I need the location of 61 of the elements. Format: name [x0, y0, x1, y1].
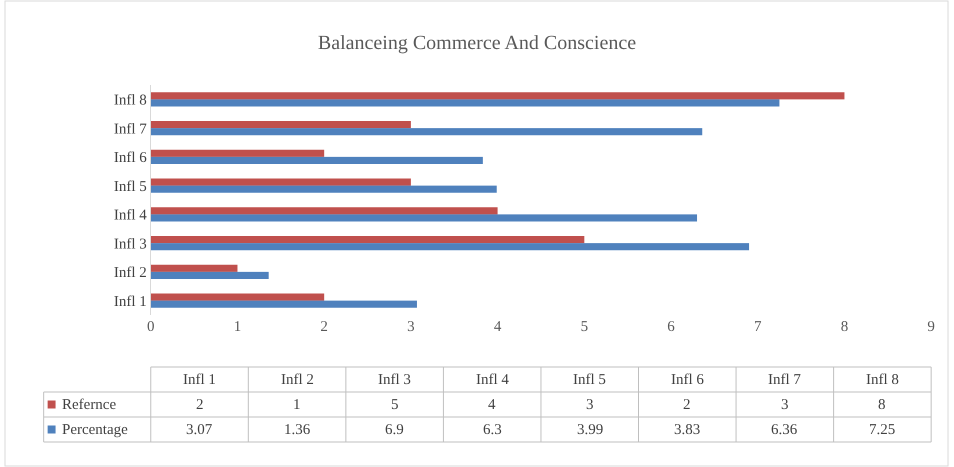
data-label: 2 [196, 397, 204, 413]
x-tick-label: 9 [927, 319, 935, 335]
data-label: 6.3 [483, 422, 502, 438]
y-tick-label: Infl 5 [114, 178, 147, 195]
data-label: 6.9 [385, 422, 404, 438]
x-tick-label: 0 [147, 319, 155, 335]
data-label: 6.36 [771, 422, 798, 438]
bar [150, 243, 750, 250]
bar [150, 300, 417, 308]
category-label: Infl 8 [866, 372, 899, 388]
bar [150, 128, 702, 136]
x-tick-label: 5 [580, 319, 588, 335]
bar [150, 264, 238, 272]
y-tick-label: Infl 1 [114, 294, 147, 310]
bar [150, 178, 411, 186]
y-tick-label: Infl 2 [114, 265, 147, 282]
data-label: 2 [683, 397, 690, 413]
data-label: 1.36 [284, 422, 311, 438]
category-label: Infl 5 [573, 372, 606, 388]
data-label: 3.83 [674, 422, 700, 438]
x-tick-label: 1 [234, 319, 242, 335]
data-label: 1 [293, 397, 300, 413]
y-tick-label: Infl 4 [114, 208, 148, 224]
bar [150, 207, 498, 214]
data-label: 8 [878, 397, 886, 413]
bar [150, 156, 483, 164]
x-tick-label: 3 [407, 319, 415, 335]
data-label: 3 [781, 397, 788, 413]
chart-title: Balanceing Commerce And Conscience [318, 32, 636, 54]
data-label: 7.25 [869, 422, 896, 438]
bar [150, 120, 411, 128]
category-label: Infl 1 [183, 372, 216, 388]
legend-label: Refernce [62, 397, 116, 413]
category-label: Infl 7 [768, 372, 802, 388]
bar [150, 92, 844, 100]
data-label: 5 [391, 397, 398, 413]
category-label: Infl 2 [281, 372, 314, 388]
y-tick-label: Infl 3 [114, 236, 147, 252]
x-tick-label: 6 [667, 319, 676, 335]
bar [150, 214, 698, 222]
data-label: 3.07 [186, 422, 213, 438]
bar [150, 293, 324, 301]
category-label: Infl 4 [476, 372, 510, 388]
x-tick-label: 2 [320, 319, 328, 335]
legend-label: Percentage [62, 422, 128, 438]
bar [150, 150, 324, 157]
y-tick-label: Infl 8 [114, 92, 147, 109]
bar [150, 272, 269, 280]
data-label: 4 [488, 397, 496, 413]
x-tick-label: 8 [840, 319, 848, 335]
data-label: 3.99 [577, 422, 604, 438]
category-label: Infl 3 [378, 372, 411, 388]
y-tick-label: Infl 6 [114, 150, 148, 166]
x-tick-label: 4 [494, 319, 502, 335]
category-label: Infl 6 [671, 372, 704, 388]
bar [150, 186, 497, 193]
bar [150, 236, 584, 244]
data-label: 3 [586, 397, 594, 413]
y-tick-label: Infl 7 [114, 121, 148, 138]
bar [150, 99, 780, 107]
x-tick-label: 7 [754, 319, 762, 335]
